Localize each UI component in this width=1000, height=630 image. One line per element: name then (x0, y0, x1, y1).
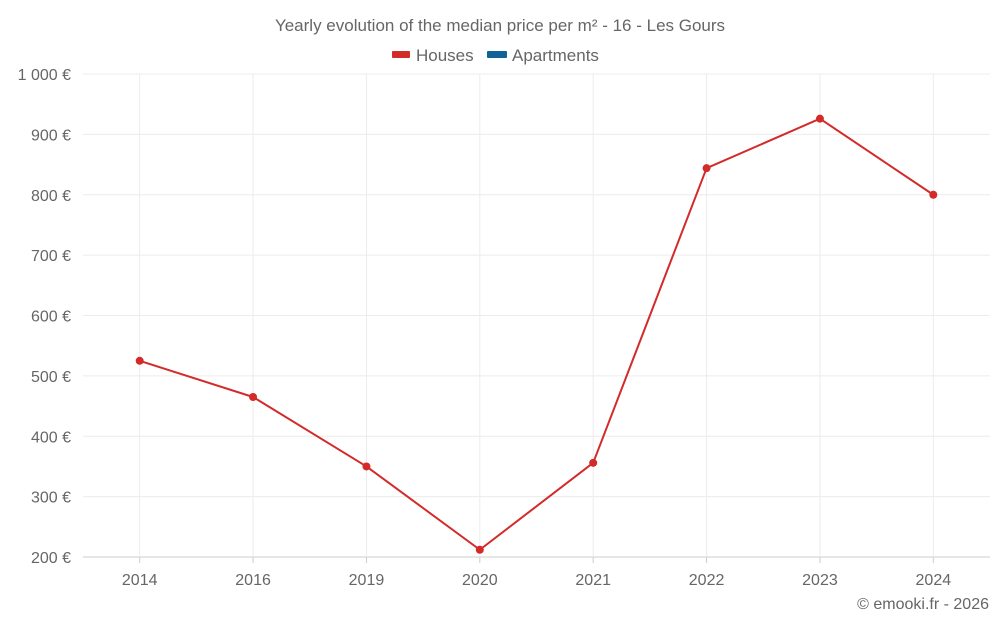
data-point-houses[interactable] (475, 545, 484, 554)
legend: Houses Apartments (392, 46, 599, 65)
legend-label-apartments: Apartments (512, 46, 599, 65)
credit-text: © emooki.fr - 2026 (857, 596, 989, 613)
x-tick-label: 2023 (802, 572, 838, 589)
y-tick-label: 600 € (31, 309, 71, 326)
y-tick-label: 500 € (31, 369, 71, 386)
x-tick-label: 2021 (575, 572, 611, 589)
legend-label-houses: Houses (416, 46, 474, 65)
legend-item-apartments[interactable]: Apartments (487, 46, 599, 65)
data-point-houses[interactable] (929, 190, 938, 199)
y-tick-label: 200 € (31, 550, 71, 567)
data-point-houses[interactable] (249, 393, 258, 402)
y-axis: 200 € 300 € 400 € 500 € 600 € 700 € 800 € 900 €… (18, 67, 71, 567)
x-tick-label: 2016 (235, 572, 271, 589)
y-tick-label: 800 € (31, 188, 71, 205)
x-tick-label: 2022 (689, 572, 725, 589)
y-tick-label: 700 € (31, 248, 71, 265)
data-point-houses[interactable] (815, 114, 824, 123)
x-tick-label: 2020 (462, 572, 498, 589)
y-tick-label: 1 000 € (18, 67, 71, 84)
y-tick-label: 300 € (31, 490, 71, 507)
x-tick-label: 2019 (349, 572, 385, 589)
x-tick-label: 2014 (122, 572, 158, 589)
legend-swatch-apartments (487, 51, 507, 58)
data-point-houses[interactable] (362, 462, 371, 471)
legend-item-houses[interactable]: Houses (392, 46, 474, 65)
x-axis: 2014 2016 2019 2020 2021 2022 2023 2024 (122, 557, 951, 589)
legend-swatch-houses (392, 51, 410, 58)
data-point-houses[interactable] (589, 458, 598, 467)
y-tick-label: 400 € (31, 429, 71, 446)
series-line-houses (139, 117, 934, 551)
data-point-houses[interactable] (135, 356, 144, 365)
data-point-houses[interactable] (702, 164, 711, 173)
x-tick-label: 2024 (916, 572, 952, 589)
grid (83, 73, 990, 558)
y-tick-label: 900 € (31, 127, 71, 144)
chart-title: Yearly evolution of the median price per… (275, 16, 725, 35)
series-houses (135, 114, 938, 554)
